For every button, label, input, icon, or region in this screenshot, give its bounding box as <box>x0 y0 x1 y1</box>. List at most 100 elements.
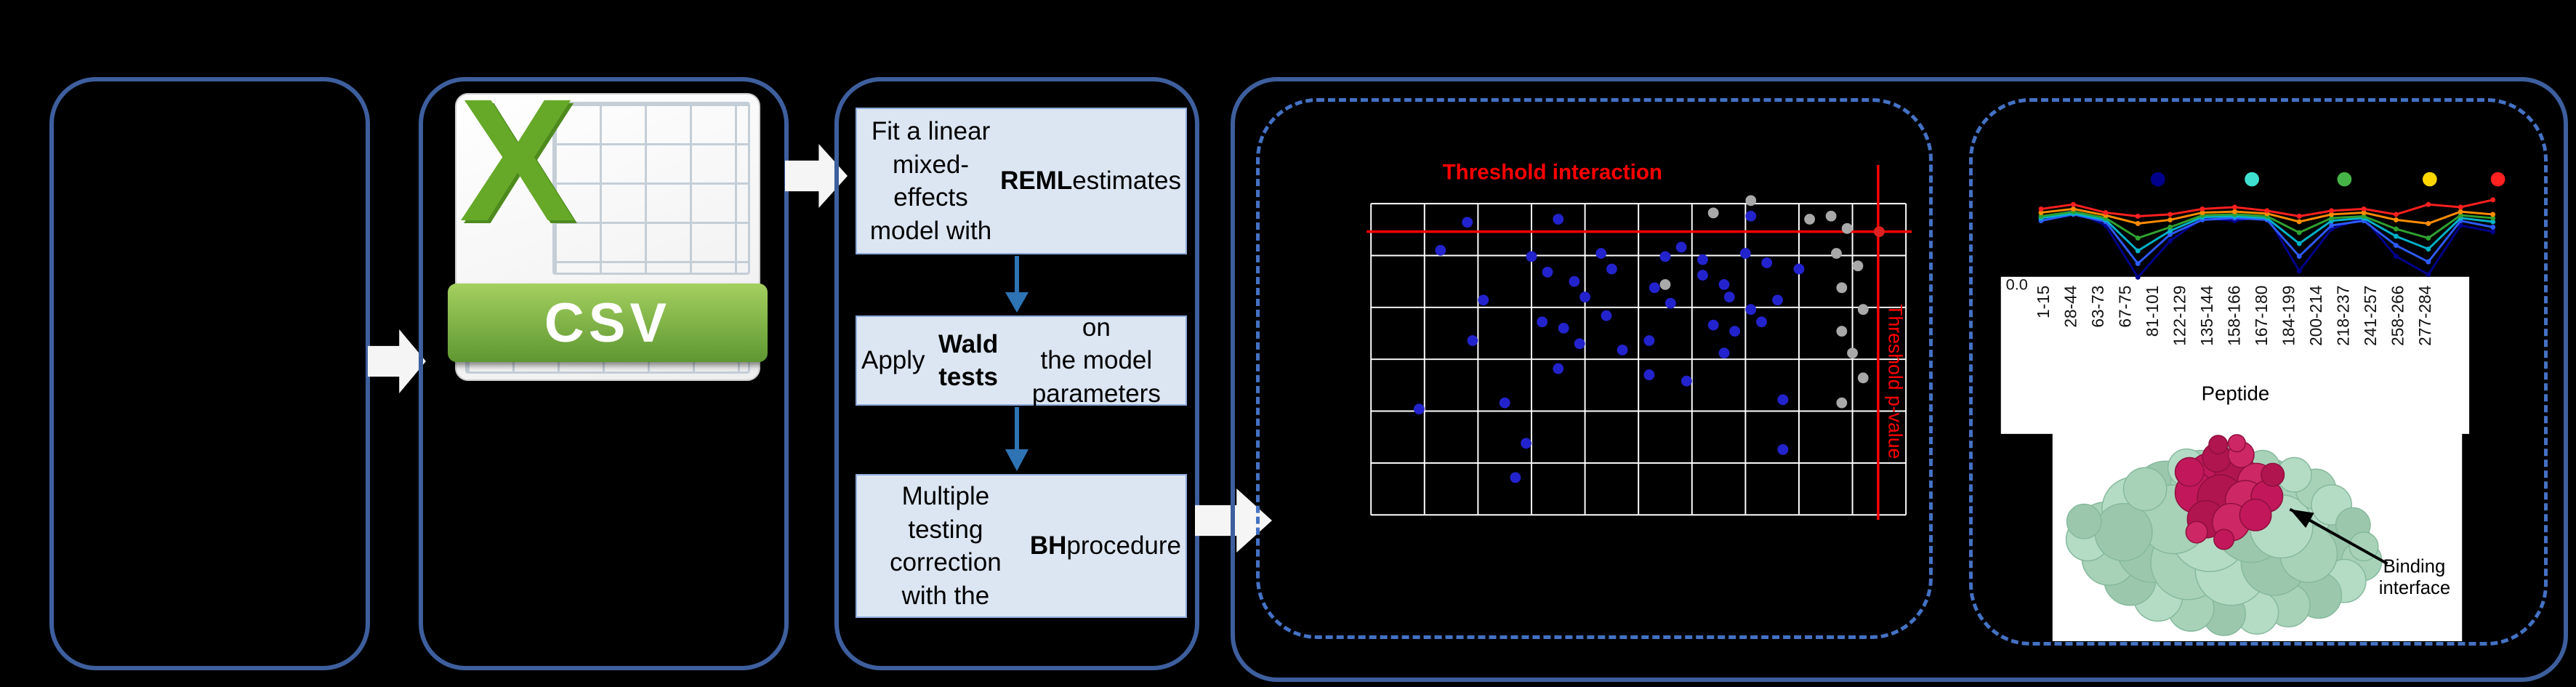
step-box-wald: Apply Wald tests on the model parameters <box>856 313 1187 408</box>
uptake-series-marker <box>2393 217 2399 222</box>
axis-label-background <box>2000 276 2470 434</box>
uptake-series-marker <box>2393 226 2399 232</box>
uptake-series-marker <box>2329 215 2335 221</box>
x-tick-label: 28-44 <box>2061 286 2080 328</box>
threshold-interaction-label: Threshold interaction <box>1443 161 1662 185</box>
scatter-point-significant <box>1579 292 1590 302</box>
scatter-point-not-significant <box>1836 397 1848 409</box>
x-tick-label: 167-180 <box>2252 286 2271 346</box>
scatter-point-significant <box>1462 217 1473 228</box>
scatter-point-not-significant <box>1659 278 1671 290</box>
scatter-point-not-significant <box>1857 372 1869 384</box>
binding-interface-patch <box>2213 529 2235 550</box>
legend-dot <box>2490 172 2505 187</box>
uptake-series-marker <box>2296 241 2302 246</box>
uptake-series-marker <box>2168 238 2173 244</box>
down-arrow-icon <box>1005 256 1029 313</box>
panel-input <box>49 77 370 670</box>
uptake-series-marker <box>2329 222 2335 228</box>
peptide-panel-graphics: 0.0 1-15 28-44 63-73 67-75 81-101 122-129 135-… <box>2000 172 2505 642</box>
uptake-series-marker <box>2329 212 2335 217</box>
scatter-point-not-significant <box>1831 248 1842 259</box>
scatter-point-significant <box>1756 316 1767 328</box>
scatter-point-not-significant <box>1745 195 1757 206</box>
x-tick-label: 135-144 <box>2197 286 2216 346</box>
x-tick-label: 63-73 <box>2088 286 2107 328</box>
scatter-point-not-significant <box>1852 260 1864 272</box>
scatter-point-significant <box>1569 276 1580 287</box>
step-text-segment: Fit a linear mixed- effects model with <box>869 117 992 245</box>
uptake-series-marker <box>2426 246 2431 252</box>
scatter-point-significant <box>1510 472 1521 483</box>
down-arrow-icon <box>1005 407 1029 471</box>
uptake-series-marker <box>2168 212 2173 217</box>
peptide-axis-label: Peptide <box>2202 382 2270 404</box>
scatter-point-significant <box>1526 251 1537 262</box>
scatter-point-not-significant <box>1841 222 1853 234</box>
scatter-point-significant <box>1777 394 1789 406</box>
binding-interface-patch <box>2208 435 2229 455</box>
uptake-series-marker <box>2135 236 2141 241</box>
scatter-point-significant <box>1745 210 1757 222</box>
step-text-segment: Wald tests <box>938 329 999 392</box>
csv-spreadsheet-grid <box>552 102 750 275</box>
x-tick-label: 158-166 <box>2224 286 2243 346</box>
scatter-point-not-significant <box>1857 304 1869 316</box>
binding-interface-patch <box>2227 434 2246 453</box>
uptake-series-marker <box>2490 215 2496 221</box>
scatter-point-significant <box>1665 297 1676 309</box>
x-tick-label: 1-15 <box>2034 286 2053 318</box>
scatter-point-significant <box>1761 257 1773 268</box>
volcano-gridlines <box>1370 203 1907 516</box>
scatter-point-significant <box>1553 363 1564 374</box>
volcano-plot: Threshold interaction Threshold p-value <box>1367 161 1912 521</box>
uptake-series-marker <box>2168 228 2173 233</box>
uptake-series-marker <box>2264 208 2270 214</box>
uptake-series-marker <box>2361 206 2367 212</box>
binding-interface-patch <box>2239 498 2272 531</box>
scatter-point-not-significant <box>1825 210 1837 222</box>
protein-surface-blob <box>2066 503 2102 539</box>
scatter-point-significant <box>1772 294 1783 306</box>
step-text-segment: on the model parameters <box>1031 313 1161 408</box>
binding-interface-label-line1: Binding <box>2383 556 2446 576</box>
uptake-series-marker <box>2038 209 2044 215</box>
uptake-series-marker <box>2135 220 2141 226</box>
scatter-point-not-significant <box>1836 282 1848 294</box>
scatter-point-significant <box>1595 248 1607 259</box>
uptake-series-marker <box>2458 212 2463 218</box>
uptake-series-marker <box>2393 233 2399 239</box>
step-text-segment: Apply <box>861 346 925 375</box>
scatter-point-threshold-intersection <box>1873 226 1885 238</box>
uptake-series-marker <box>2426 259 2431 265</box>
scatter-point-significant <box>1643 369 1655 380</box>
scatter-point-significant <box>1537 316 1548 328</box>
uptake-series-marker <box>2199 206 2205 212</box>
uptake-series-marker <box>2135 261 2141 267</box>
x-tick-label: 200-214 <box>2306 286 2325 346</box>
uptake-series-marker <box>2393 243 2399 248</box>
scatter-point-significant <box>1553 214 1564 225</box>
legend-dot <box>2245 172 2259 187</box>
scatter-point-significant <box>1478 294 1489 306</box>
scatter-point-significant <box>1617 344 1628 355</box>
scatter-point-significant <box>1681 375 1692 387</box>
uptake-series-marker <box>2168 217 2173 222</box>
x-tick-labels: 1-15 28-44 63-73 67-75 81-101 122-129 135-144 1… <box>2034 286 2434 346</box>
scatter-point-significant <box>1558 322 1569 334</box>
csv-x-letter: X <box>459 63 576 257</box>
step-text-segment: BH <box>1029 531 1067 561</box>
volcano-threshold-lines <box>1367 164 1912 521</box>
uptake-series-marker <box>2038 206 2044 212</box>
protein-surface-blob <box>2094 502 2153 562</box>
x-tick-label: 258-266 <box>2388 286 2407 346</box>
uptake-series-marker <box>2426 272 2431 278</box>
uptake-series-marker <box>2296 214 2302 219</box>
uptake-series-marker <box>2135 274 2141 280</box>
volcano-scatter-points <box>1413 195 1885 483</box>
protein-structure <box>2065 434 2383 636</box>
scatter-point-not-significant <box>1707 207 1719 219</box>
x-tick-label: 122-129 <box>2170 286 2189 346</box>
csv-file-icon: X CSV <box>448 73 768 381</box>
uptake-series-marker <box>2490 219 2496 225</box>
